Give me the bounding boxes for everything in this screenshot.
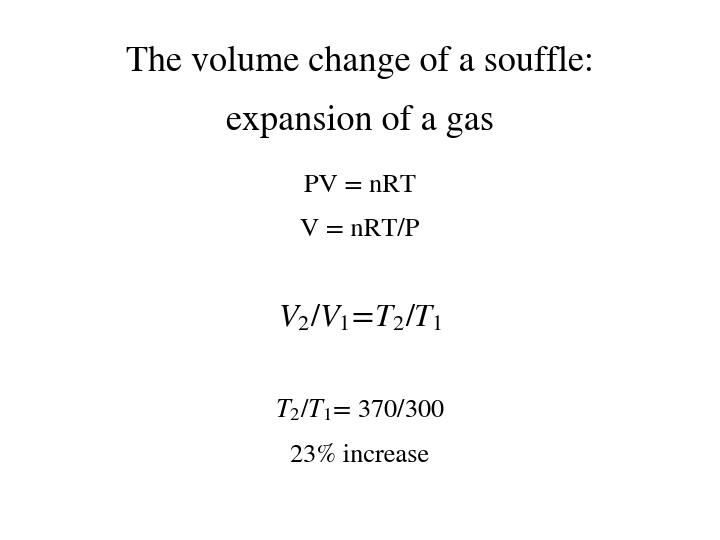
Text: The volume change of a souffle:: The volume change of a souffle:: [126, 45, 594, 79]
Text: expansion of a gas: expansion of a gas: [226, 105, 494, 138]
Text: $T_2/T_1$= 370/300: $T_2/T_1$= 370/300: [275, 397, 445, 423]
Text: $V_2/V_1\!=\!T_2/T_1$: $V_2/V_1\!=\!T_2/T_1$: [278, 303, 442, 334]
Text: V = nRT/P: V = nRT/P: [300, 218, 420, 241]
Text: PV = nRT: PV = nRT: [304, 174, 416, 198]
Text: 23% increase: 23% increase: [290, 444, 430, 468]
